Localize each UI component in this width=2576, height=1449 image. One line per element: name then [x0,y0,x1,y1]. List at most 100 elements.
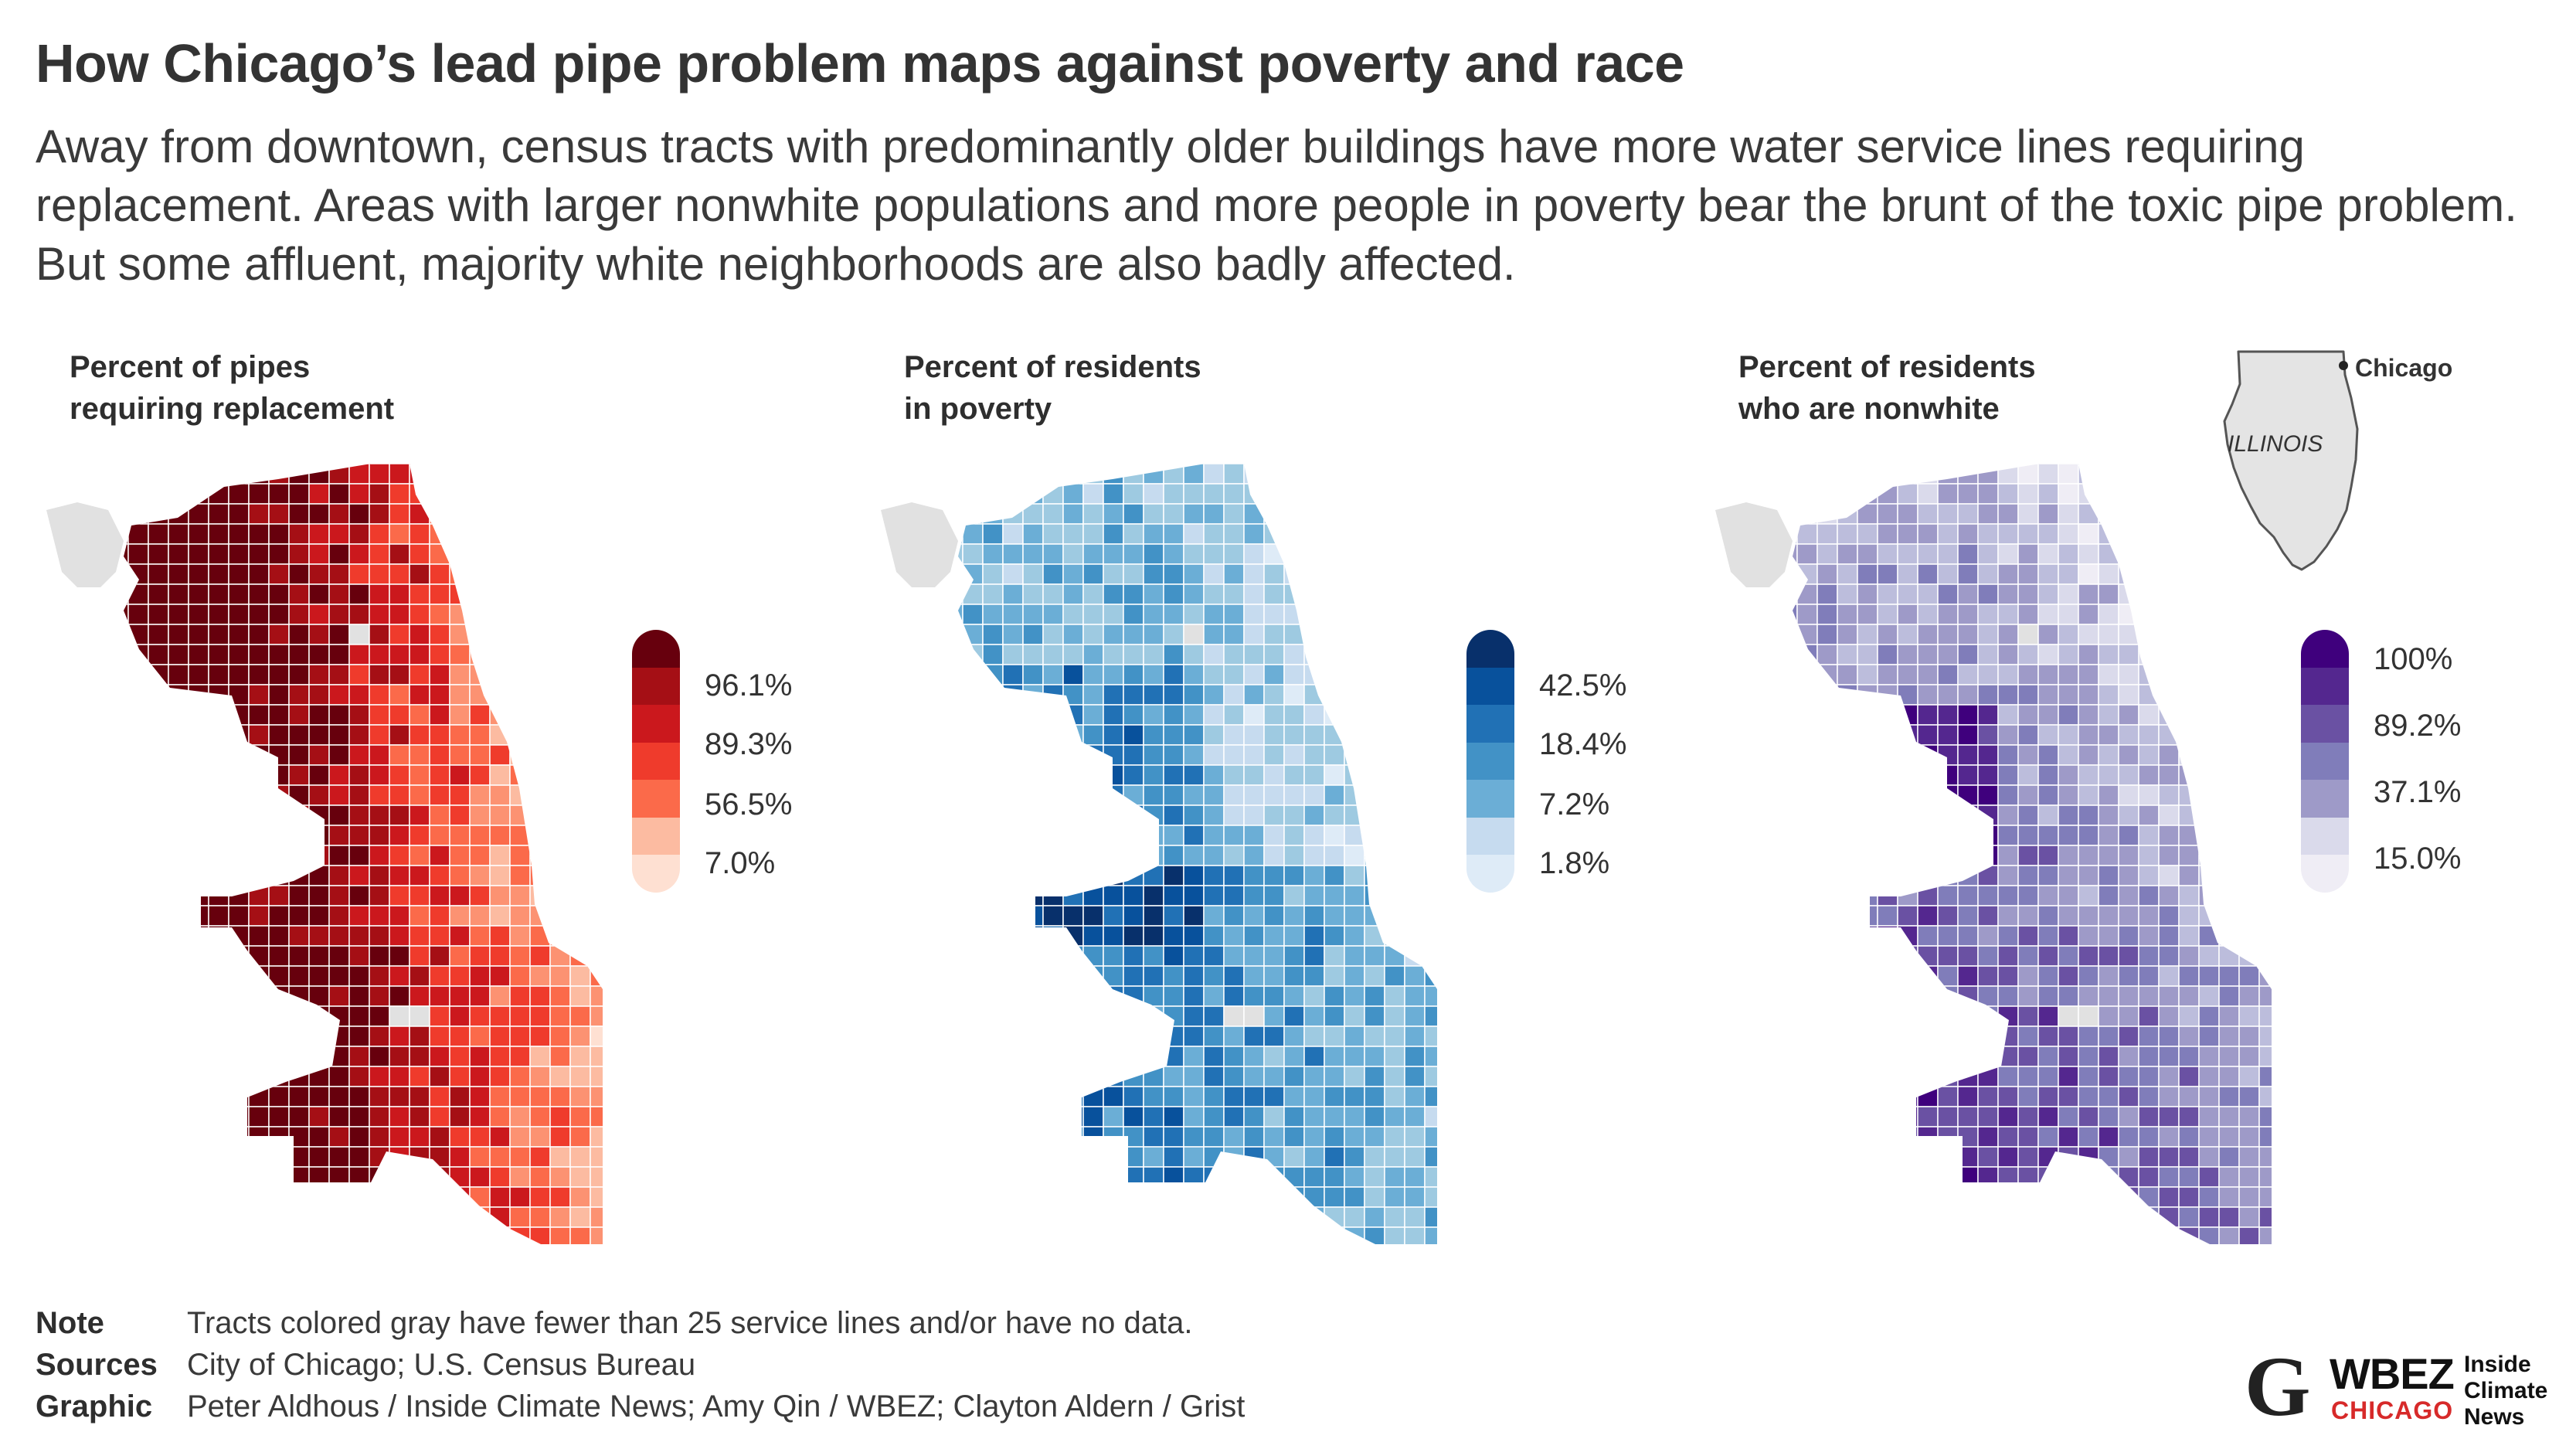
census-tract [1123,1186,1144,1208]
census-tract [590,804,603,826]
census-tract [1384,1106,1405,1128]
census-tract [469,1126,491,1148]
census-tract [469,825,491,846]
census-tract [2017,744,2039,766]
census-tract [1022,905,1044,927]
census-tract [429,804,450,826]
census-tract [489,965,511,987]
census-tract [348,865,370,886]
census-tract [1937,684,1959,706]
census-tract [1404,1206,1426,1228]
census-tract [1344,583,1365,605]
census-tract [429,503,450,525]
census-tract [1957,1066,1979,1087]
census-tract [1404,1046,1426,1067]
census-tract [168,925,189,947]
census-tract [489,644,511,665]
census-tract [1977,1126,1999,1148]
census-tract [1997,1206,2019,1228]
census-tract [2118,1106,2139,1128]
census-tract [1303,664,1325,685]
legend-swatch [1466,855,1514,893]
census-tract [1796,1146,1818,1168]
census-tract [2098,624,2119,645]
census-tract [308,1226,330,1244]
census-tract [1364,865,1385,886]
census-tract [168,1066,189,1087]
census-tract [2118,1005,2139,1027]
census-tract [449,1186,471,1208]
census-tract [2118,1046,2139,1067]
census-tract [168,905,189,927]
census-tract [1977,1026,1999,1047]
census-tract [1404,1166,1426,1188]
census-tract [962,604,984,625]
census-tract [1897,1005,1918,1027]
census-tract [1404,885,1426,906]
census-tract [1404,784,1426,806]
census-tract [124,885,129,906]
census-tract [1937,764,1959,786]
census-tract [208,825,229,846]
legend-nonwhite: 100% 89.2% 37.1% 15.0% [2301,630,2502,893]
census-tract [268,543,290,565]
census-tract [2037,583,2059,605]
census-tract [1103,483,1124,505]
census-tract [188,804,209,826]
census-tract [1793,1086,1798,1107]
census-tract [1404,744,1426,766]
census-tract [348,704,370,726]
census-tract [328,825,350,846]
census-tract [1283,1166,1305,1188]
census-tract [1877,1005,1898,1027]
census-tract [569,724,591,746]
census-tract [1793,845,1798,866]
census-tract [409,563,430,585]
census-tract [569,945,591,967]
census-tract [1937,1005,1959,1027]
census-tract [1324,644,1345,665]
census-tract [2017,1086,2039,1107]
census-tract [308,825,330,846]
census-tract [2238,965,2260,987]
census-tract [1364,543,1385,565]
census-tract [1937,1226,1959,1244]
census-tract [489,624,511,645]
census-tract [1002,1186,1024,1208]
census-tract [1816,744,1838,766]
census-tract [1424,945,1437,967]
census-tract [2118,784,2139,806]
census-tract [569,1166,591,1188]
census-tract [489,704,511,726]
census-tract [168,1106,189,1128]
census-tract [962,985,984,1007]
census-tract [1082,583,1104,605]
legend-swatch [2301,817,2349,855]
census-tract [1082,464,1104,485]
census-tract [1997,865,2019,886]
census-tract [148,724,169,746]
census-tract [1062,925,1084,947]
grist-logo: G [2245,1339,2311,1434]
census-tract [1223,985,1245,1007]
census-tract [2158,804,2180,826]
census-tract [2037,1066,2059,1087]
census-tract [1384,464,1405,485]
census-tract [1143,905,1164,927]
census-tract [2078,885,2099,906]
illinois-shape [2223,350,2359,571]
census-tract [590,644,603,665]
census-tract [1002,1226,1024,1244]
census-tract [1344,543,1365,565]
census-tract [1062,1026,1084,1047]
census-tract [308,925,330,947]
census-tract [1796,624,1818,645]
census-tract [268,583,290,605]
census-tract [308,784,330,806]
census-tract [1002,985,1024,1007]
census-tract [2158,503,2180,525]
census-tract [288,464,310,485]
census-tract [1424,764,1437,786]
census-tract [228,583,250,605]
census-tract [1283,624,1305,645]
